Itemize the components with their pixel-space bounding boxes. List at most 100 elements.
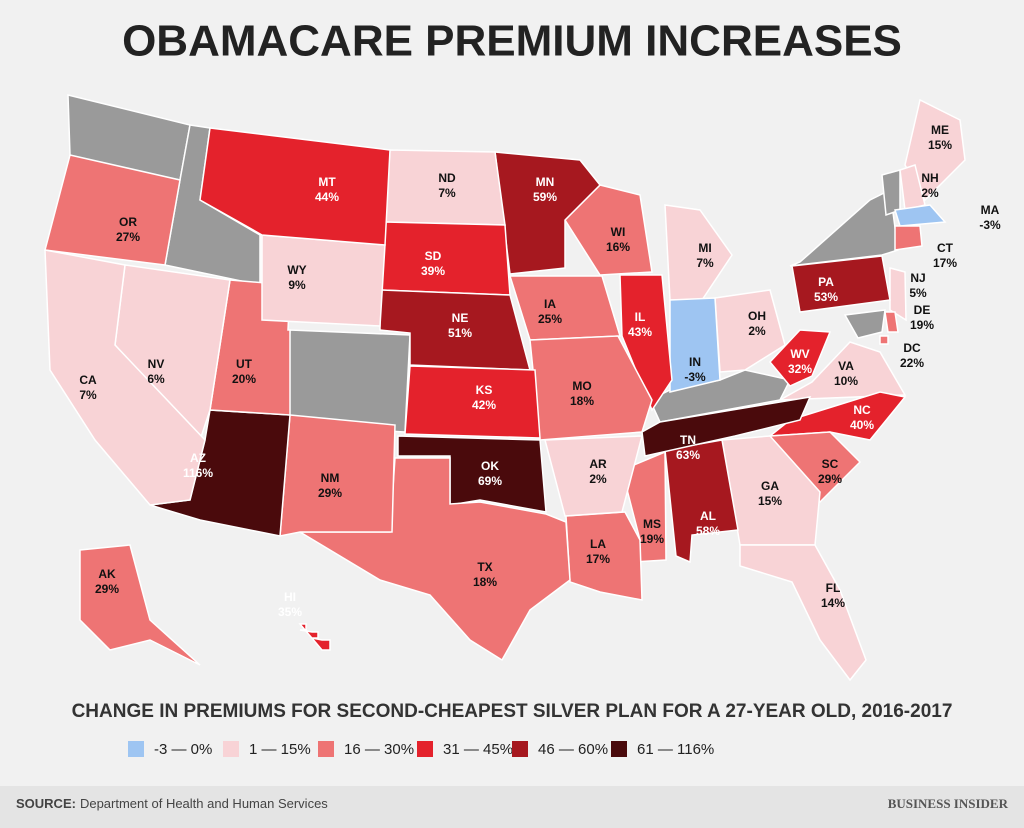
state-change: 42% (472, 398, 496, 412)
state-abbr: IL (635, 310, 646, 324)
subtitle: CHANGE IN PREMIUMS FOR SECOND-CHEAPEST S… (72, 701, 953, 722)
state-change: -3% (684, 370, 706, 384)
state-change: 19% (640, 532, 664, 546)
state (544, 435, 643, 517)
state-abbr: PA (818, 275, 834, 289)
state-change: 7% (696, 256, 714, 270)
state (768, 329, 832, 387)
legend-label: 16 — 30% (344, 741, 414, 758)
legend-swatch (417, 741, 433, 757)
state (199, 127, 391, 246)
state-abbr: AR (589, 457, 607, 471)
footer-band (0, 786, 1024, 828)
legend-swatch (128, 741, 144, 757)
state-abbr: MN (536, 175, 555, 189)
state (664, 204, 733, 301)
state-abbr: NC (853, 403, 871, 417)
legend-label: 31 — 45% (443, 741, 513, 758)
state-abbr: IA (544, 297, 556, 311)
legend-label: -3 — 0% (154, 741, 212, 758)
state-change: 7% (438, 186, 456, 200)
state-no-data (881, 169, 901, 217)
state-abbr: OR (119, 215, 137, 229)
state (404, 365, 541, 439)
state (379, 221, 511, 296)
state-change: 32% (788, 362, 812, 376)
state-abbr: DE (914, 303, 931, 317)
state (619, 274, 673, 412)
state-change: 9% (288, 278, 306, 292)
state-abbr: DC (903, 341, 921, 355)
state-change: 18% (473, 575, 497, 589)
state (565, 511, 643, 601)
state-change: 27% (116, 230, 140, 244)
state-abbr: TX (477, 560, 492, 574)
state (494, 151, 602, 275)
state-abbr: CA (79, 373, 97, 387)
source-label: SOURCE: (16, 796, 76, 811)
legend: -3 — 0% 1 — 15% 16 — 30% 31 — 45% 46 — 60% 61… (128, 741, 714, 758)
state-abbr: WI (611, 225, 626, 239)
state (297, 457, 571, 662)
state (791, 255, 891, 313)
state (664, 439, 739, 564)
state (261, 234, 386, 327)
state-abbr: UT (236, 357, 253, 371)
state-abbr: OH (748, 309, 766, 323)
state (79, 544, 201, 666)
brand: BUSINESS INSIDER (888, 796, 1009, 811)
state-change: 29% (318, 486, 342, 500)
state-abbr: HI (284, 590, 296, 604)
state (298, 623, 331, 651)
state (621, 450, 667, 563)
state-change: 2% (589, 472, 607, 486)
legend-swatch (611, 741, 627, 757)
state (894, 225, 923, 251)
state-change: 59% (533, 190, 557, 204)
state-abbr: AK (98, 567, 116, 581)
state-change: 2% (748, 324, 766, 338)
state-change: 17% (586, 552, 610, 566)
state-change: 25% (538, 312, 562, 326)
state (508, 275, 621, 341)
state (894, 204, 947, 227)
legend-swatch (512, 741, 528, 757)
state-abbr: NM (321, 471, 340, 485)
legend-label: 1 — 15% (249, 741, 311, 758)
state-change: 2% (921, 186, 939, 200)
state-abbr: WY (287, 263, 306, 277)
state-change: 29% (95, 582, 119, 596)
state-abbr: MO (572, 379, 591, 393)
state-change: 58% (696, 524, 720, 538)
state-abbr: KS (476, 383, 493, 397)
state-change: 69% (478, 474, 502, 488)
state-change: 7% (79, 388, 97, 402)
state-abbr: MS (643, 517, 661, 531)
state-abbr: IN (689, 355, 701, 369)
state-abbr: NH (921, 171, 938, 185)
state-abbr: CT (937, 241, 954, 255)
legend-label: 46 — 60% (538, 741, 608, 758)
state-change: 6% (147, 372, 165, 386)
states (44, 98, 966, 682)
state-change: 17% (933, 256, 957, 270)
state-abbr: WV (790, 347, 809, 361)
state (44, 249, 206, 506)
state-abbr: OK (481, 459, 499, 473)
state-labels: ME15%NH2%MA-3%CT17%NJ5%DE19%DC22%PA53%WV… (79, 123, 1001, 619)
state-abbr: VA (838, 359, 854, 373)
state-change: 19% (910, 318, 934, 332)
state-change: 20% (232, 372, 256, 386)
state-change: 16% (606, 240, 630, 254)
state-abbr: LA (590, 537, 606, 551)
state-abbr: AZ (190, 451, 206, 465)
state (884, 311, 899, 333)
source: SOURCE: Department of Health and Human Se… (16, 796, 328, 811)
state-abbr: ME (931, 123, 949, 137)
state-no-data (843, 309, 886, 339)
state-change: 44% (315, 190, 339, 204)
state-change: 116% (183, 466, 213, 480)
state-change: 22% (900, 356, 924, 370)
